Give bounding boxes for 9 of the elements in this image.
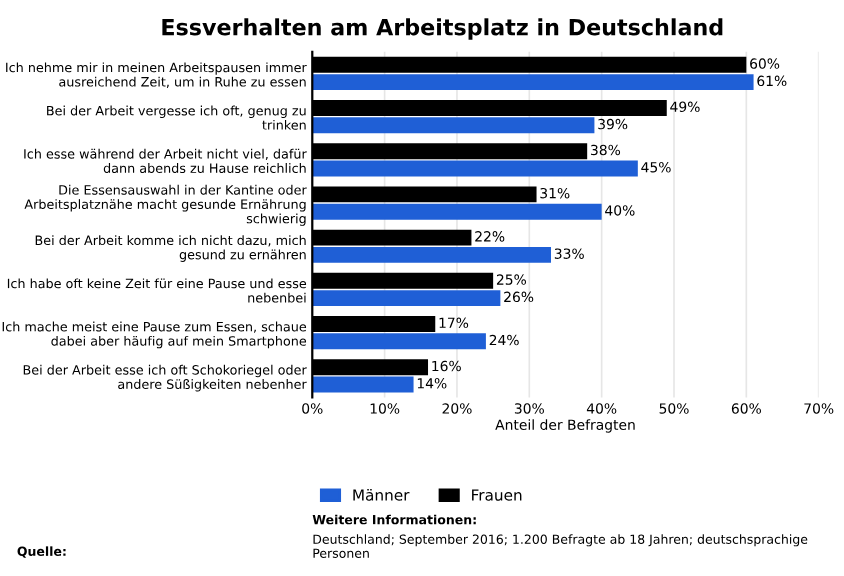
bar xyxy=(312,246,552,263)
bar xyxy=(312,74,754,91)
bar xyxy=(312,117,595,134)
bar xyxy=(312,376,414,393)
bar xyxy=(312,203,602,220)
bar xyxy=(312,160,638,177)
chart-title: Essverhalten am Arbeitsplatz in Deutschland xyxy=(162,18,723,40)
bar xyxy=(312,333,486,350)
bar xyxy=(312,290,501,307)
